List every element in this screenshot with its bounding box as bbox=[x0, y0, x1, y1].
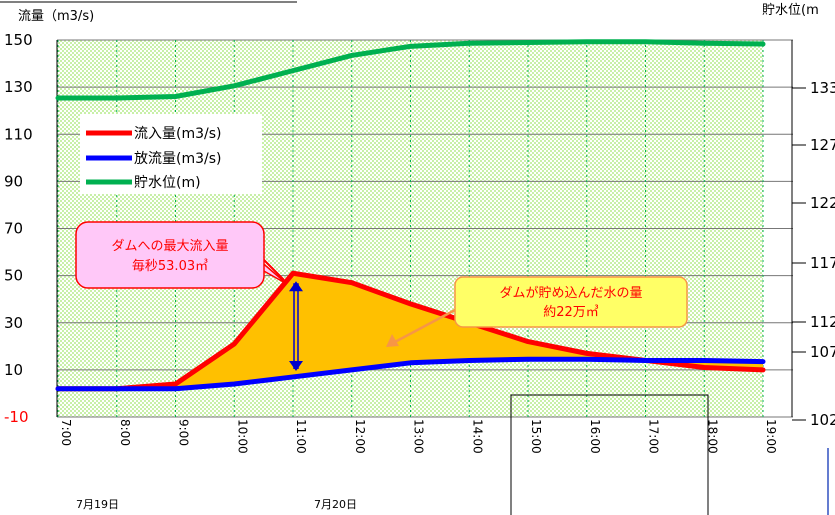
legend: 流入量(m3/s) 放流量(m3/s) 貯水位(m) bbox=[80, 114, 262, 194]
x-tick-label: 16:00 bbox=[588, 419, 602, 454]
x-tick-label: 17:00 bbox=[647, 419, 661, 454]
y-right-tick-label: 117 bbox=[810, 254, 835, 272]
y-left-tick-label: 90 bbox=[4, 172, 23, 190]
date-label-2: 7月20日 bbox=[314, 498, 357, 511]
x-tick-label: 10:00 bbox=[235, 419, 249, 454]
y-left-tick-label: 130 bbox=[4, 78, 33, 96]
y-right-tick-label: 127 bbox=[810, 136, 835, 154]
callout-volume-arrowhead bbox=[386, 334, 399, 347]
y-left-tick-label: 10 bbox=[4, 361, 23, 379]
y-left-tick-label: 150 bbox=[4, 31, 33, 49]
x-tick-label: 14:00 bbox=[470, 419, 484, 454]
outline-box bbox=[510, 394, 709, 515]
y-left-tick-label: 30 bbox=[4, 314, 23, 332]
series-lines bbox=[55, 39, 766, 392]
arrow-head-bottom bbox=[289, 360, 303, 371]
x-tick-label: 8:00 bbox=[118, 419, 132, 446]
x-tick-label: 7:00 bbox=[59, 419, 73, 446]
x-tick-label: 18:00 bbox=[705, 419, 719, 454]
peak-pointer bbox=[261, 257, 285, 281]
y-left-axis-label: 流量（m3/s) bbox=[18, 9, 94, 24]
legend-label-outflow: 放流量(m3/s) bbox=[134, 151, 221, 167]
outflow-line bbox=[55, 356, 766, 392]
legend-label-inflow: 流入量(m3/s) bbox=[134, 126, 221, 142]
callout-peak-inflow: ダムへの最大流入量 毎秒53.03㎥ bbox=[75, 221, 288, 289]
arrow-head-top bbox=[289, 281, 303, 292]
y-right-ticks: 133 127 122 117 112 107 102 bbox=[791, 40, 835, 429]
callout-peak-line2: 毎秒53.03㎥ bbox=[132, 258, 208, 274]
x-tick-label: 13:00 bbox=[412, 419, 426, 454]
legend-label-level: 貯水位(m) bbox=[134, 175, 201, 191]
x-tick-label: 19:00 bbox=[764, 419, 778, 454]
date-label-1: 7月19日 bbox=[76, 498, 119, 511]
callout-stored-volume: ダムが貯め込んだ水の量 約22万㎥ bbox=[386, 276, 688, 347]
x-tick-label: 12:00 bbox=[353, 419, 367, 454]
y-left-tick-label: 50 bbox=[4, 267, 23, 285]
callout-volume-box bbox=[454, 276, 688, 328]
y-right-tick-label: 107 bbox=[810, 343, 835, 361]
y-left-tick-label: -10 bbox=[4, 408, 29, 426]
y-right-tick-label: 133 bbox=[810, 79, 835, 97]
y-right-tick-label: 102 bbox=[810, 411, 835, 429]
peak-measure-arrow bbox=[261, 257, 303, 371]
callout-peak-line1: ダムへの最大流入量 bbox=[111, 239, 228, 254]
y-right-tick-label: 122 bbox=[810, 194, 835, 212]
x-tick-label: 15:00 bbox=[529, 419, 543, 454]
y-left-tick-label: 70 bbox=[4, 220, 23, 238]
grid-lines bbox=[56, 39, 793, 418]
callout-peak-box bbox=[75, 221, 265, 289]
y-left-tick-label: 110 bbox=[4, 125, 33, 143]
x-ticks: 7:00 8:00 9:00 10:00 11:00 12:00 13:00 14:00 15:… bbox=[59, 419, 778, 454]
x-tick-label: 9:00 bbox=[177, 419, 191, 446]
water-level-line bbox=[55, 39, 766, 101]
x-tick-label: 11:00 bbox=[294, 419, 308, 454]
callout-volume-arrow-line bbox=[392, 308, 456, 345]
y-right-axis-label: 貯水位(m bbox=[762, 3, 819, 18]
y-left-ticks: 150 130 110 90 70 50 30 10 -10 bbox=[4, 31, 33, 426]
callout-volume-line2: 約22万㎥ bbox=[543, 305, 599, 320]
y-right-tick-label: 112 bbox=[810, 313, 835, 331]
callout-volume-line1: ダムが貯め込んだ水の量 bbox=[499, 286, 642, 301]
